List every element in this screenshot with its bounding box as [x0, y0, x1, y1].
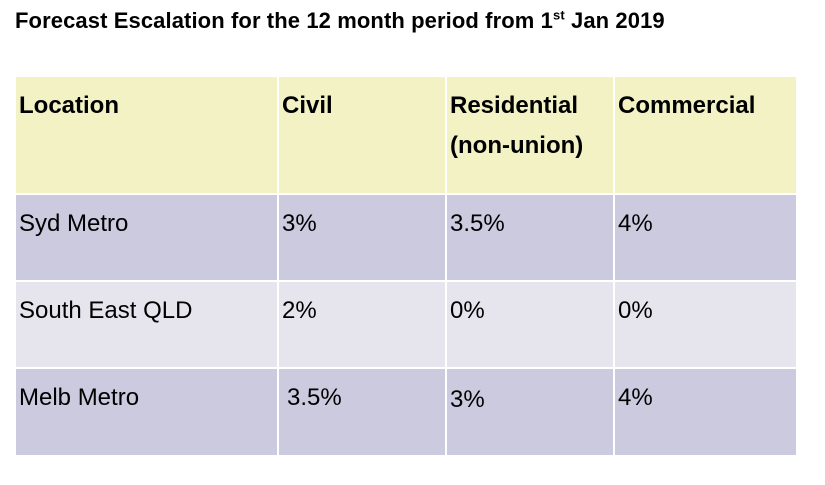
header-residential-line-1: Residential [450, 92, 579, 119]
table-cell-location: Syd Metro [16, 195, 277, 280]
header-civil: Civil [279, 77, 445, 193]
header-residential-line-2: (non-union) [450, 132, 584, 159]
header-residential: Residential (non-union) [447, 77, 613, 193]
table-cell-commercial: 4% [615, 369, 796, 455]
header-commercial: Commercial [615, 77, 796, 193]
table-cell-civil: 3% [279, 195, 445, 280]
title-text: Forecast Escalation for the 12 month per… [15, 8, 553, 33]
table-cell-residential: 3% [447, 369, 613, 455]
table-cell-civil: 2% [279, 282, 445, 367]
header-location: Location [16, 77, 277, 193]
title-date: Jan 2019 [564, 8, 665, 33]
table-cell-location: South East QLD [16, 282, 277, 367]
table-cell-commercial: 0% [615, 282, 796, 367]
table-cell-civil: 3.5% [279, 369, 445, 455]
table-cell-commercial: 4% [615, 195, 796, 280]
table-cell-residential: 3.5% [447, 195, 613, 280]
title-superscript: st [553, 7, 565, 23]
table-cell-location: Melb Metro [16, 369, 277, 455]
page-title: Forecast Escalation for the 12 month per… [15, 8, 665, 34]
escalation-table: Location Civil Residential (non-union) C… [16, 77, 796, 455]
table-cell-residential: 0% [447, 282, 613, 367]
